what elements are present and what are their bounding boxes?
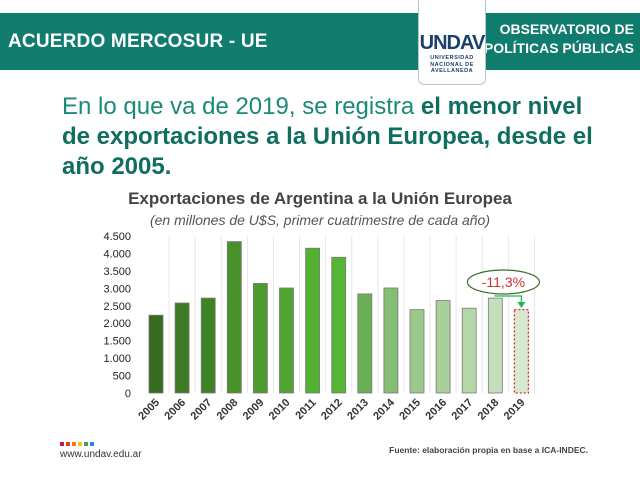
chart-subtitle: (en millones de U$S, primer cuatrimestre… xyxy=(149,212,491,228)
x-tick-label: 2016 xyxy=(423,397,449,423)
bar-2014 xyxy=(383,287,399,394)
bar-2010 xyxy=(279,287,294,394)
x-tick-label: 2013 xyxy=(345,397,371,423)
observatorio-line2: POLÍTICAS PÚBLICAS xyxy=(483,40,634,56)
y-tick-label: 500 xyxy=(113,371,131,383)
website-link[interactable]: www.undav.edu.ar xyxy=(60,449,142,460)
y-tick-label: 4.000 xyxy=(103,248,131,260)
chart-title: Exportaciones de Argentina a la Unión Eu… xyxy=(128,189,512,208)
x-tick-label: 2019 xyxy=(502,397,528,423)
change-annotation: -11,3% xyxy=(482,274,525,290)
x-tick-label: 2005 xyxy=(136,397,162,423)
logo-sub1: UNIVERSIDAD xyxy=(430,55,474,61)
headline-bold: el menor nivel de exportaciones a la Uni… xyxy=(62,93,593,180)
bar-2008 xyxy=(226,241,242,394)
logo-mark: UNDAV xyxy=(419,32,486,54)
annotation-ellipse xyxy=(466,269,540,295)
brand-dot xyxy=(84,442,88,446)
x-tick-label: 2010 xyxy=(267,397,293,423)
y-tick-label: 0 xyxy=(125,388,131,400)
observatorio-title: OBSERVATORIO DE POLÍTICAS PÚBLICAS xyxy=(484,20,634,58)
bar-2006 xyxy=(174,302,190,394)
x-tick-label: 2018 xyxy=(476,397,502,423)
x-tick-label: 2011 xyxy=(293,397,318,422)
x-tick-label: 2008 xyxy=(215,397,241,423)
headline: En lo que va de 2019, se registra el men… xyxy=(62,92,602,182)
brand-dot xyxy=(60,442,64,446)
observatorio-line1: OBSERVATORIO DE xyxy=(499,21,634,37)
headline-text: En lo que va de 2019, se registra xyxy=(62,93,421,120)
logo-sub2: NACIONAL DE xyxy=(430,61,474,68)
bar-2011 xyxy=(305,247,321,394)
x-tick-label: 2012 xyxy=(319,397,345,423)
bar-2016 xyxy=(435,300,451,394)
brand-dot xyxy=(72,442,76,446)
header-band xyxy=(0,13,640,70)
y-tick-label: 3.500 xyxy=(103,266,131,278)
y-tick-label: 2.000 xyxy=(103,318,131,330)
bar-2018 xyxy=(487,297,503,394)
bar-2013 xyxy=(357,293,373,394)
logo-sub3: AVELLANEDA xyxy=(430,68,474,74)
source-note: Fuente: elaboración propia en base a ICA… xyxy=(389,445,588,455)
x-tick-label: 2006 xyxy=(162,397,188,423)
x-tick-label: 2007 xyxy=(189,397,215,423)
bar-2017 xyxy=(461,307,477,394)
bar-2005 xyxy=(148,314,164,394)
x-tick-label: 2015 xyxy=(397,397,423,423)
bar-2015 xyxy=(409,309,425,394)
y-tick-label: 2.500 xyxy=(103,301,131,313)
brand-dots xyxy=(60,442,94,446)
x-tick-label: 2009 xyxy=(241,397,267,423)
x-tick-label: 2017 xyxy=(450,397,476,423)
brand-dot xyxy=(78,442,82,446)
header-title: ACUERDO MERCOSUR - UE xyxy=(8,31,268,52)
y-tick-label: 3.000 xyxy=(103,283,131,295)
bar-2009 xyxy=(252,283,268,394)
brand-dot xyxy=(90,442,94,446)
bar-2019 xyxy=(513,308,530,394)
change-arrow xyxy=(494,295,523,303)
x-tick-label: 2014 xyxy=(371,396,397,422)
bar-2007 xyxy=(200,297,216,394)
y-tick-label: 1.500 xyxy=(103,336,131,348)
y-tick-label: 1.000 xyxy=(103,353,131,365)
arrow-head-icon xyxy=(517,302,526,308)
y-tick-label: 4.500 xyxy=(103,231,131,243)
brand-dot xyxy=(66,442,70,446)
undav-logo: UNDAV UNIVERSIDAD NACIONAL DE AVELLANEDA xyxy=(418,0,486,85)
bar-2012 xyxy=(331,256,347,394)
